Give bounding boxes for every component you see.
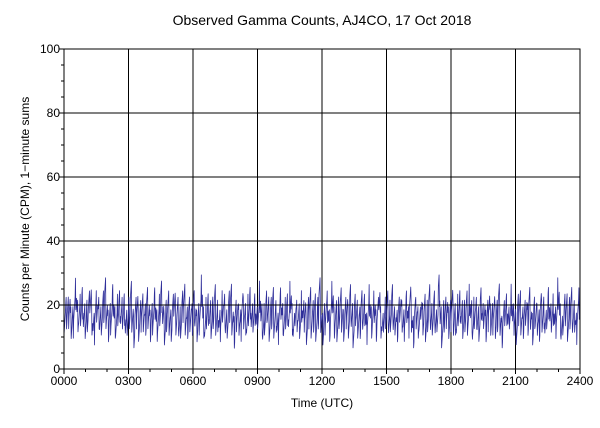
x-tick-label: 0900 (244, 374, 271, 388)
x-tick-label: 1800 (438, 374, 465, 388)
y-tick-label: 100 (40, 42, 60, 56)
series-line (63, 274, 581, 349)
y-tick-label: 40 (47, 234, 61, 248)
y-tick-label: 60 (47, 170, 61, 184)
x-tick-label: 0000 (51, 374, 78, 388)
x-tick-label: 2100 (502, 374, 529, 388)
x-tick-label: 2400 (567, 374, 594, 388)
x-axis-ticks (63, 369, 581, 374)
y-axis-tick-labels: 0 20 40 60 80 100 (40, 42, 60, 376)
x-tick-label: 0300 (115, 374, 142, 388)
chart-title: Observed Gamma Counts, AJ4CO, 17 Oct 201… (173, 12, 472, 28)
x-axis-tick-labels: 0000 0300 0600 0900 1200 1500 1800 2100 2400 (51, 374, 594, 388)
y-axis-title: Counts per Minute (CPM), 1−minute sums (18, 97, 32, 321)
x-tick-label: 1500 (373, 374, 400, 388)
x-tick-label: 0600 (180, 374, 207, 388)
y-tick-label: 20 (47, 298, 61, 312)
plot-frame (63, 48, 581, 370)
y-axis-ticks (59, 48, 64, 370)
y-tick-label: 80 (47, 106, 61, 120)
x-axis-title: Time (UTC) (291, 396, 353, 410)
x-tick-label: 1200 (309, 374, 336, 388)
y-tick-label: 0 (53, 362, 60, 376)
